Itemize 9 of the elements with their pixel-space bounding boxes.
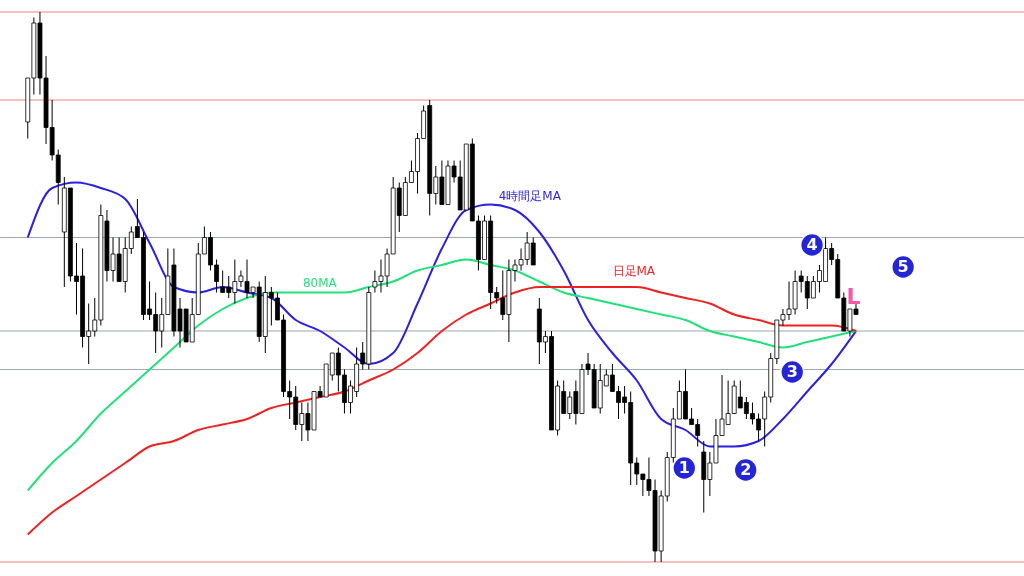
annotation: 2 — [740, 460, 752, 479]
series-label: 80MA — [302, 276, 338, 290]
series-label: 4時間足MA — [498, 189, 562, 203]
annotation: 1 — [678, 458, 690, 477]
annotation: L — [846, 284, 861, 309]
annotation: 3 — [786, 362, 798, 381]
annotation: 4 — [806, 235, 818, 254]
series-label: 日足MA — [612, 264, 656, 278]
text: 5 — [897, 257, 909, 276]
